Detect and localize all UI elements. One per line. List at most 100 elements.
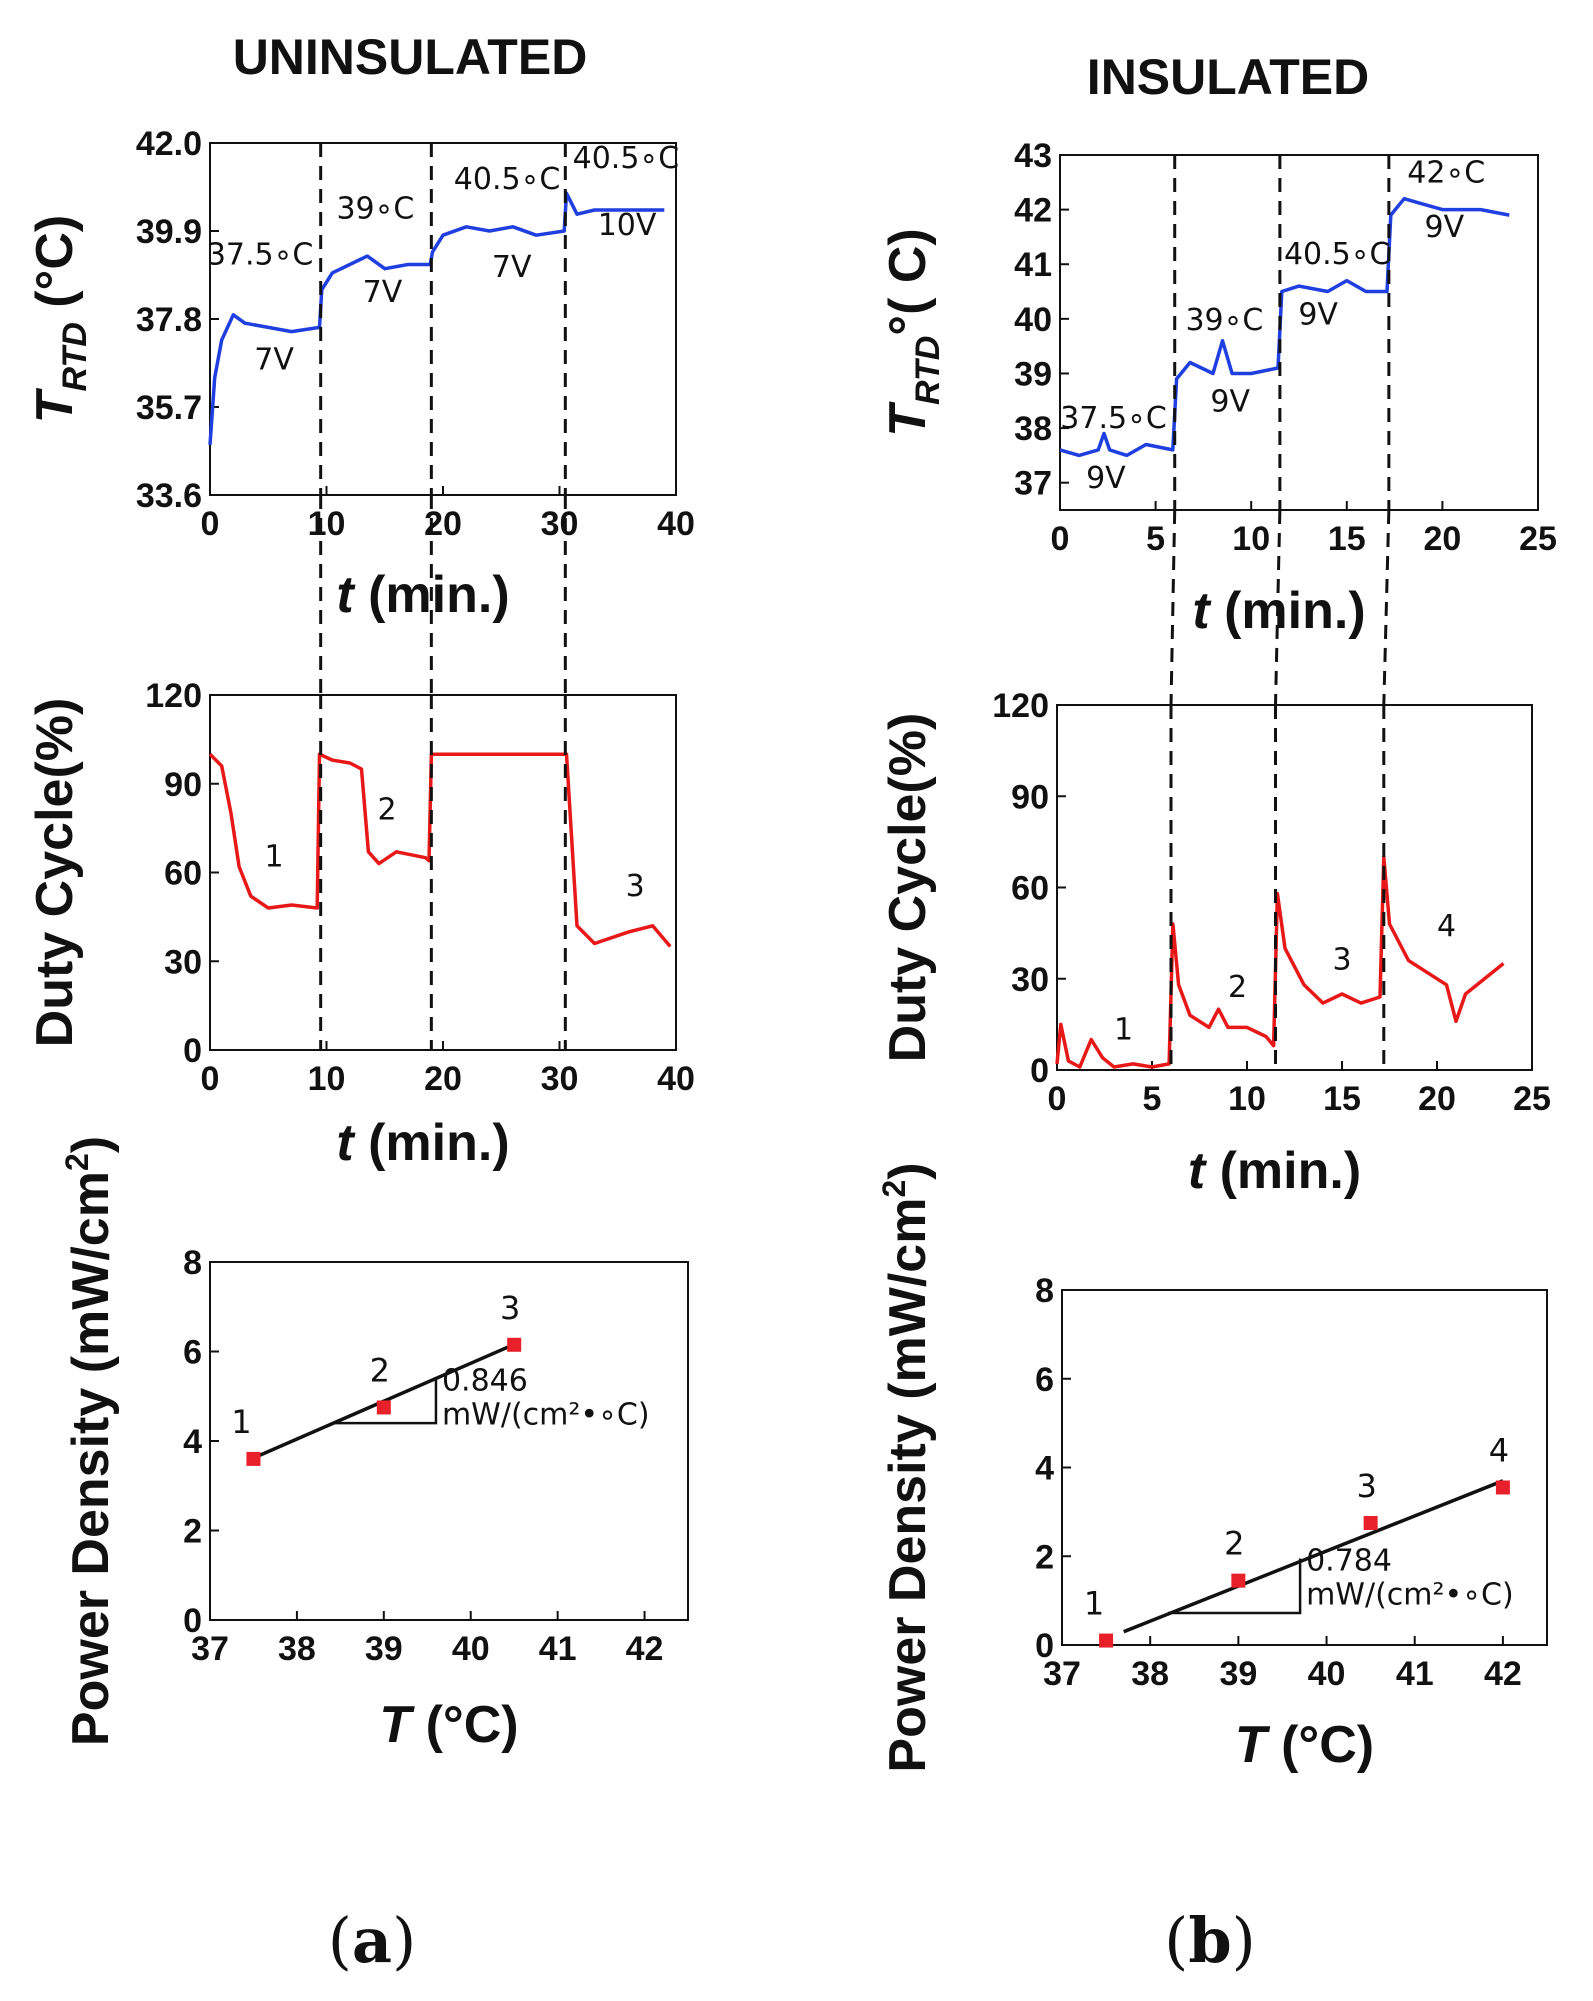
x-tick-label: 20 — [1423, 520, 1461, 558]
annotation-label: 39∘C — [1185, 303, 1263, 338]
x-tick-label: 20 — [1418, 1080, 1456, 1118]
point-label: 2 — [1224, 1525, 1244, 1563]
slope-value: 0.784 — [1306, 1543, 1392, 1578]
annotation-label: 7V — [492, 250, 532, 285]
y-tick-label: 120 — [992, 687, 1049, 725]
y-tick-label: 0 — [183, 1602, 202, 1640]
annotation-label: 37.5∘C — [1060, 401, 1167, 436]
x-tick-label: 40 — [657, 1060, 695, 1098]
annotation-label: 42∘C — [1407, 155, 1485, 190]
annotation-label: 7V — [363, 275, 403, 310]
annotation-label: 39∘C — [336, 191, 414, 226]
data-point — [1231, 1573, 1246, 1588]
y-tick-label: 2 — [1035, 1538, 1054, 1576]
y-tick-label: 6 — [183, 1334, 202, 1372]
y-axis-main: Power Density (mW/cm — [879, 1198, 937, 1773]
slope-unit: mW/(cm²•∘C) — [442, 1397, 650, 1432]
annotation-label: 9V — [1298, 297, 1338, 332]
x-tick-label: 5 — [1146, 520, 1165, 558]
x-tick-label: 0 — [1048, 1080, 1067, 1118]
series-line — [1059, 196, 1510, 458]
y-axis-var: T — [879, 401, 937, 437]
point-label: 3 — [500, 1289, 520, 1327]
x-tick-label: 0 — [1051, 520, 1070, 558]
chart-uninsulated-power-density: 37 38 39 40 41 42 0 2 4 6 8 T (°C) Power Density (mW… — [59, 1136, 689, 1754]
x-tick-label: 37 — [1043, 1655, 1081, 1693]
panel-label-b: (b) — [1164, 1904, 1256, 1977]
data-point — [1495, 1480, 1510, 1495]
title-insulated: INSULATED — [1087, 49, 1369, 105]
x-tick-label: 42 — [626, 1630, 664, 1668]
x-tick-label: 15 — [1328, 520, 1366, 558]
x-tick-label: 40 — [452, 1630, 490, 1668]
series-line — [1055, 855, 1505, 1069]
connector-dashed-line — [1274, 509, 1282, 706]
connector-dashed-line — [1169, 509, 1177, 706]
plot-frame — [1059, 154, 1539, 511]
x-tick-label: 40 — [1308, 1655, 1346, 1693]
y-tick-label: 37 — [1014, 465, 1052, 503]
x-axis-var: T — [379, 1696, 415, 1754]
chart-insulated-duty-cycle: 0 5 10 15 20 25 0 30 60 90 120 t (min.) Duty Cycle(%… — [879, 687, 1551, 1200]
x-tick-label: 41 — [1396, 1655, 1434, 1693]
y-axis-close: ) — [62, 1136, 120, 1153]
x-axis-label: t (min.) — [336, 566, 509, 624]
annotation-label: 4 — [1437, 909, 1456, 944]
x-tick-label: 30 — [541, 1060, 579, 1098]
annotation-label: 10V — [598, 208, 657, 243]
annotation-label: 40.5∘C — [573, 141, 680, 176]
annotation-label: 37.5∘C — [207, 238, 314, 273]
x-axis-label: T (°C) — [1235, 1716, 1374, 1774]
x-tick-label: 5 — [1143, 1080, 1162, 1118]
y-axis-var: T — [26, 387, 84, 423]
chart-uninsulated-duty-cycle: 0 10 20 30 40 0 30 60 90 120 t (min.) Duty Cycle(%)… — [26, 677, 695, 1172]
y-tick-label: 60 — [1011, 870, 1049, 908]
x-axis-var: t — [336, 1114, 356, 1172]
y-tick-label: 39 — [1014, 355, 1052, 393]
y-tick-label: 30 — [1011, 961, 1049, 999]
y-tick-label: 90 — [164, 766, 202, 804]
point-label: 1 — [1084, 1585, 1104, 1623]
y-axis-label: TRTD°( C) — [879, 228, 947, 436]
point-label: 2 — [370, 1351, 390, 1389]
y-axis-close: ) — [879, 1162, 937, 1179]
annotation-label: 7V — [254, 342, 294, 377]
x-tick-label: 30 — [541, 505, 579, 543]
x-tick-label: 0 — [201, 505, 220, 543]
y-tick-label: 42.0 — [136, 125, 202, 163]
y-axis-subscript: RTD — [909, 336, 947, 405]
vertical-connector-lines — [319, 495, 1391, 706]
x-tick-label: 10 — [1232, 520, 1270, 558]
x-axis-label: T (°C) — [379, 1696, 518, 1754]
y-tick-label: 0 — [1035, 1627, 1054, 1665]
series-line — [208, 752, 672, 948]
point-label: 3 — [1356, 1467, 1376, 1505]
y-tick-label: 60 — [164, 855, 202, 893]
x-tick-label: 39 — [365, 1630, 403, 1668]
y-tick-label: 39.9 — [136, 213, 202, 251]
y-tick-label: 42 — [1014, 192, 1052, 230]
plot-frame — [209, 1261, 689, 1621]
y-axis-label: TRTD (°C) — [26, 215, 94, 423]
slope-triangle — [331, 1378, 438, 1425]
y-tick-label: 2 — [183, 1513, 202, 1551]
x-axis-label: t (min.) — [1192, 582, 1365, 640]
y-tick-label: 35.7 — [136, 389, 202, 427]
x-tick-label: 38 — [1131, 1655, 1169, 1693]
x-axis-var: t — [336, 566, 356, 624]
x-tick-label: 25 — [1519, 520, 1557, 558]
y-tick-label: 33.6 — [136, 477, 202, 515]
x-tick-label: 20 — [424, 1060, 462, 1098]
slope-unit: mW/(cm²•∘C) — [1306, 1577, 1514, 1612]
y-tick-label: 37.8 — [136, 301, 202, 339]
annotation-label: 3 — [1332, 943, 1351, 978]
x-tick-label: 10 — [308, 1060, 346, 1098]
y-tick-label: 120 — [145, 677, 202, 715]
y-axis-unit: (°C) — [26, 215, 84, 322]
y-axis-superscript: 2 — [59, 1153, 95, 1171]
data-point — [507, 1337, 522, 1352]
x-axis-label: t (min.) — [336, 1114, 509, 1172]
y-tick-label: 0 — [1030, 1052, 1049, 1090]
